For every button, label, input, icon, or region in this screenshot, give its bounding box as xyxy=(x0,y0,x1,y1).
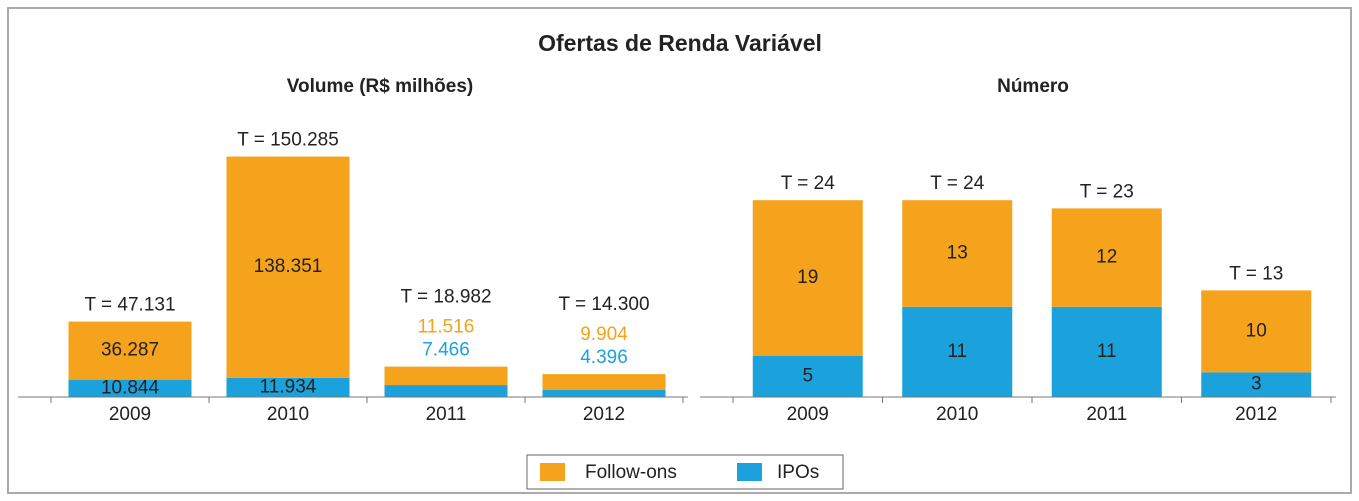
data-label: 10.844 xyxy=(101,377,160,398)
x-tick-label: 2009 xyxy=(109,404,151,425)
x-tick-label: 2009 xyxy=(787,404,829,425)
x-tick-label: 2011 xyxy=(426,404,467,425)
data-label: 36.287 xyxy=(101,340,159,361)
bar-segment xyxy=(384,385,508,397)
data-label: 11.934 xyxy=(260,376,317,397)
data-label: 13 xyxy=(947,243,968,264)
data-label: 7.466 xyxy=(422,340,470,361)
total-label: T = 13 xyxy=(1229,263,1283,284)
bar-segment xyxy=(226,377,350,397)
legend-box xyxy=(526,454,844,490)
bar-segment xyxy=(902,306,1013,397)
legend-swatch xyxy=(737,463,762,481)
data-label: 138.351 xyxy=(254,256,323,277)
total-label: T = 24 xyxy=(781,173,835,194)
bar-segment xyxy=(1051,208,1162,307)
data-label: 10 xyxy=(1246,320,1267,341)
bar-segment xyxy=(384,366,508,386)
data-label: 11.516 xyxy=(418,317,475,338)
legend-label: IPOs xyxy=(777,462,819,483)
data-label: 11 xyxy=(1097,341,1117,362)
total-label: T = 150.285 xyxy=(237,130,339,151)
legend-swatch xyxy=(540,463,565,481)
data-label: 12 xyxy=(1096,247,1117,268)
chart-title: Ofertas de Renda Variável xyxy=(538,30,822,56)
subchart-title: Número xyxy=(997,76,1069,97)
bar-segment xyxy=(1051,306,1162,397)
total-label: T = 47.131 xyxy=(84,295,175,316)
total-label: T = 18.982 xyxy=(400,287,491,308)
legend-label: Follow-ons xyxy=(585,462,677,483)
bar-segment xyxy=(902,200,1013,307)
data-label: 4.396 xyxy=(580,347,628,368)
total-label: T = 23 xyxy=(1080,181,1134,202)
bar-segment xyxy=(1201,372,1312,397)
x-tick-label: 2011 xyxy=(1086,404,1127,425)
bar-segment xyxy=(226,156,350,378)
bar-segment xyxy=(68,321,192,380)
bar-segment xyxy=(68,379,192,397)
data-label: 3 xyxy=(1251,374,1262,395)
x-tick-label: 2010 xyxy=(267,404,309,425)
bar-segment xyxy=(542,389,666,397)
total-label: T = 24 xyxy=(930,173,984,194)
data-label: 19 xyxy=(797,267,818,288)
subchart-title: Volume (R$ milhões) xyxy=(287,76,474,97)
total-label: T = 14.300 xyxy=(558,294,649,315)
bar-segment xyxy=(752,200,863,356)
data-label: 9.904 xyxy=(580,324,628,345)
x-tick-label: 2012 xyxy=(1235,404,1277,425)
bar-segment xyxy=(1201,290,1312,373)
bar-segment xyxy=(752,356,863,397)
data-label: 11 xyxy=(947,341,967,362)
x-tick-label: 2010 xyxy=(936,404,978,425)
bar-segment xyxy=(542,374,666,390)
data-label: 5 xyxy=(802,366,813,387)
x-tick-label: 2012 xyxy=(583,404,625,425)
